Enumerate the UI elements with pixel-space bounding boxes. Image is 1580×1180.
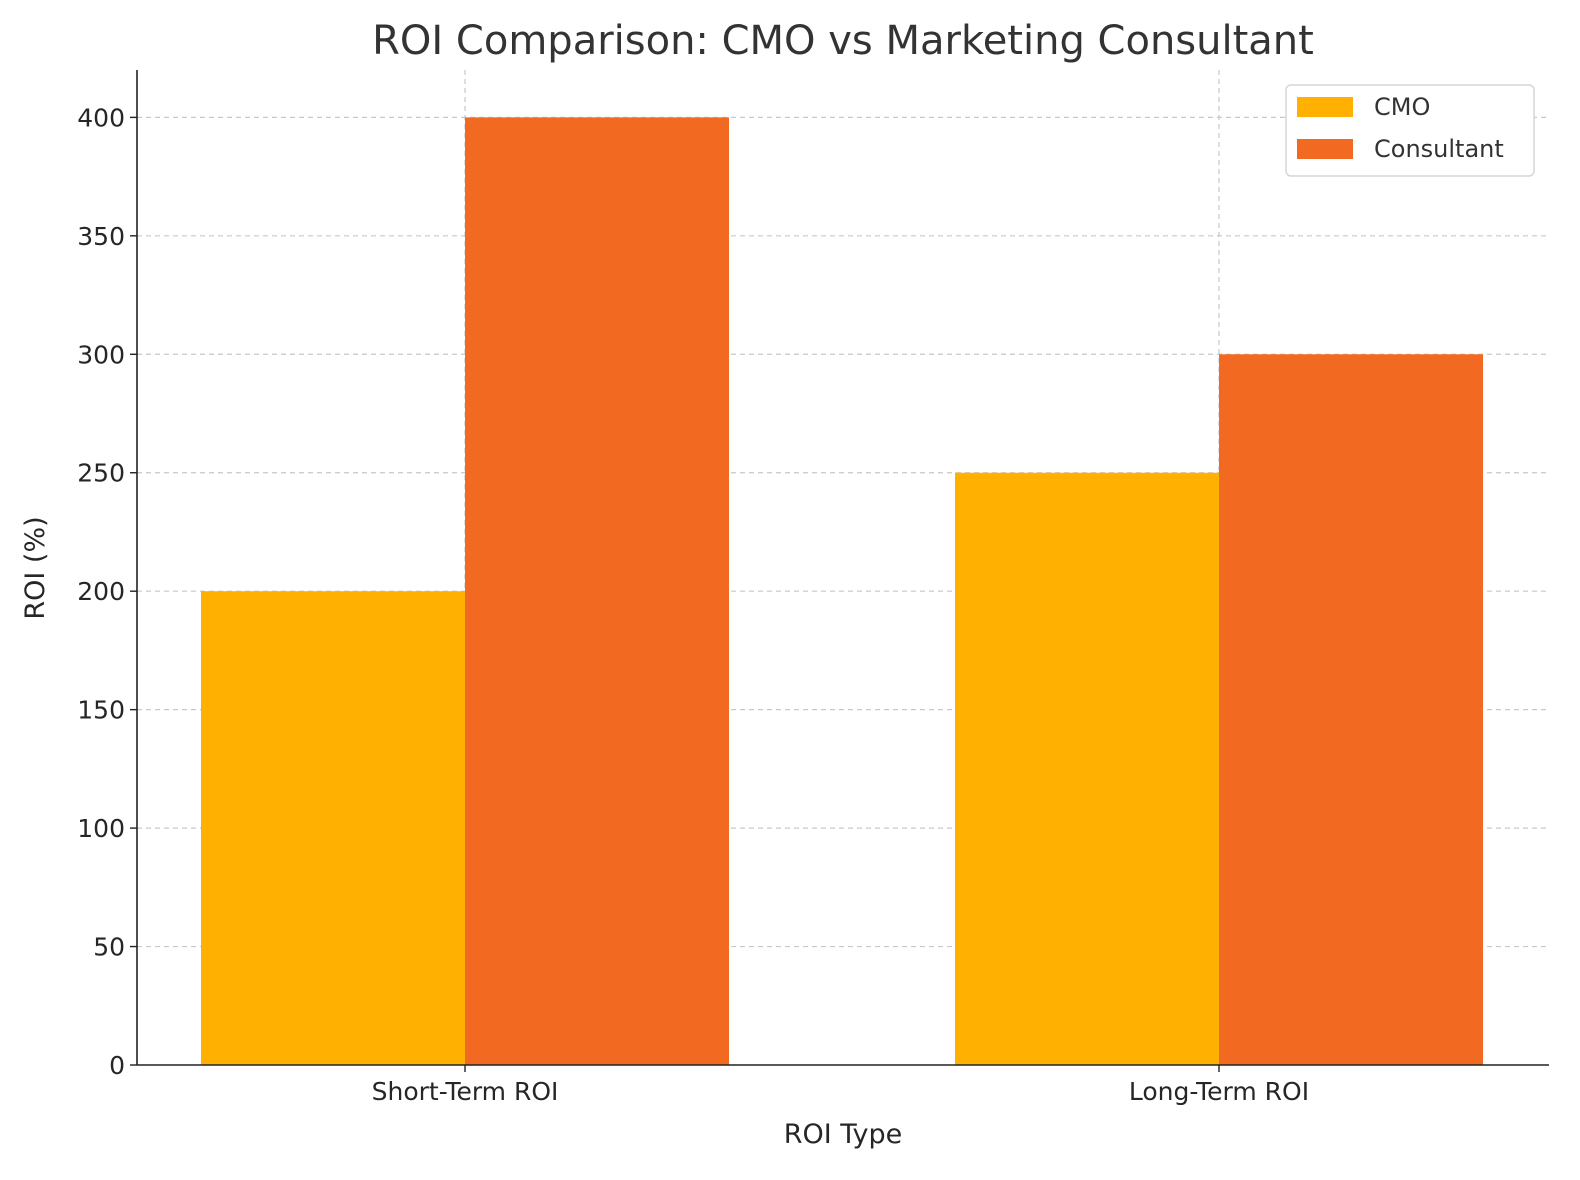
y-tick-label: 150	[77, 696, 125, 725]
bar-consultant-0	[465, 117, 729, 1065]
y-tick-label: 0	[109, 1051, 125, 1080]
legend-swatch-consultant	[1297, 139, 1353, 159]
chart-title: ROI Comparison: CMO vs Marketing Consult…	[372, 18, 1314, 64]
y-tick-label: 100	[77, 814, 125, 843]
axes: 0 50 100 150 200 250 300 350 400 Short-Term ROI Lo…	[77, 70, 1549, 1106]
x-axis-label: ROI Type	[784, 1119, 903, 1150]
legend-label-cmo: CMO	[1374, 93, 1430, 121]
y-tick-label: 250	[77, 459, 125, 488]
y-axis-label: ROI (%)	[20, 516, 51, 619]
bars	[201, 117, 1483, 1065]
y-tick-label: 50	[93, 933, 125, 962]
y-tick-label: 350	[77, 222, 125, 251]
x-tick-label: Long-Term ROI	[1129, 1077, 1309, 1106]
legend-swatch-cmo	[1297, 97, 1353, 117]
bar-cmo-0	[201, 591, 465, 1065]
y-tick-label: 400	[77, 103, 125, 132]
legend: CMO Consultant	[1285, 84, 1535, 177]
y-tick-label: 300	[77, 340, 125, 369]
bar-consultant-1	[1219, 354, 1483, 1065]
x-tick-label: Short-Term ROI	[372, 1077, 559, 1106]
legend-label-consultant: Consultant	[1374, 135, 1504, 163]
bar-cmo-1	[955, 472, 1219, 1065]
y-tick-label: 200	[77, 577, 125, 606]
